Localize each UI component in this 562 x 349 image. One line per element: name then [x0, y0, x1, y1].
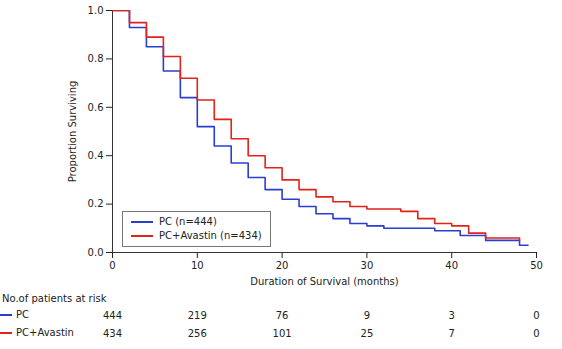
svg-text:10: 10: [191, 260, 204, 271]
svg-text:0.8: 0.8: [88, 53, 104, 64]
svg-text:444: 444: [103, 310, 122, 321]
html-text:PC: PC: [16, 309, 29, 320]
svg-text:Duration of Survival (months): Duration of Survival (months): [250, 276, 398, 287]
svg-text:0.2: 0.2: [88, 198, 104, 209]
svg-text:20: 20: [276, 260, 289, 271]
svg-text:Proportion Surviving: Proportion Surviving: [67, 81, 78, 183]
svg-text:7: 7: [449, 328, 455, 339]
svg-text:256: 256: [188, 328, 207, 339]
svg-text:0.4: 0.4: [88, 150, 104, 161]
svg-text:76: 76: [276, 310, 289, 321]
svg-text:30: 30: [361, 260, 374, 271]
html-text:No.of patients at risk: No.of patients at risk: [2, 293, 107, 304]
svg-text:0: 0: [533, 328, 539, 339]
svg-text:50: 50: [530, 260, 543, 271]
svg-text:1.0: 1.0: [88, 5, 104, 16]
svg-text:25: 25: [361, 328, 374, 339]
html-text:PC (n=444): PC (n=444): [159, 216, 217, 227]
svg-text:0: 0: [109, 260, 115, 271]
svg-text:40: 40: [445, 260, 458, 271]
svg-text:219: 219: [188, 310, 207, 321]
svg-text:0.6: 0.6: [88, 102, 104, 113]
svg-text:0.0: 0.0: [88, 247, 104, 258]
svg-text:101: 101: [273, 328, 292, 339]
html-text:PC+Avastin: PC+Avastin: [16, 327, 74, 338]
svg-text:9: 9: [364, 310, 370, 321]
html-text:PC+Avastin (n=434): PC+Avastin (n=434): [159, 230, 262, 241]
svg-text:3: 3: [449, 310, 455, 321]
svg-text:0: 0: [533, 310, 539, 321]
svg-text:434: 434: [103, 328, 122, 339]
